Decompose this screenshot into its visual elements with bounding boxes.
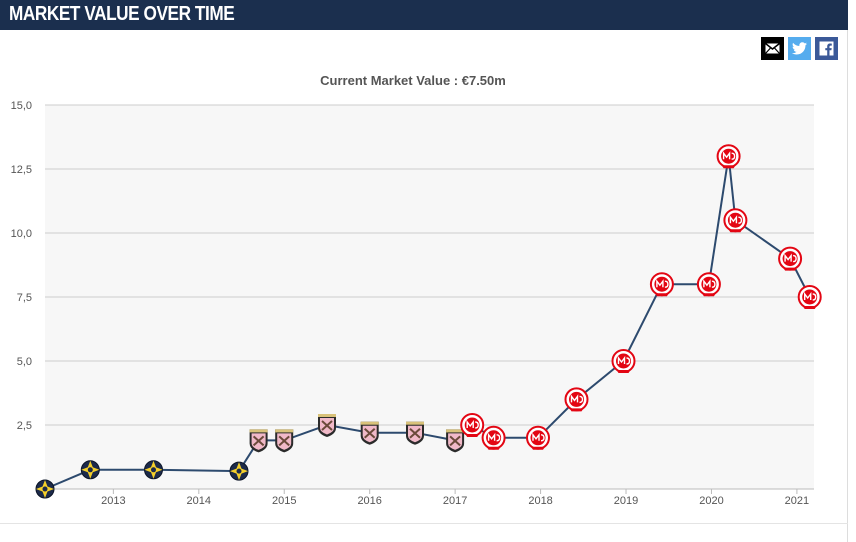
y-tick-label: 12,5 bbox=[11, 164, 32, 176]
y-tick-label: 10,0 bbox=[11, 228, 32, 240]
data-point-aik-crest[interactable] bbox=[144, 460, 163, 480]
y-tick-label: 2,5 bbox=[17, 420, 32, 432]
data-point-mainz-crest[interactable] bbox=[564, 387, 589, 412]
data-point-mainz-crest[interactable] bbox=[481, 425, 506, 450]
data-point-aik-crest[interactable] bbox=[80, 460, 100, 480]
y-tick-label: 7,5 bbox=[17, 292, 32, 304]
y-tick-label: 15,0 bbox=[11, 100, 32, 112]
mail-icon bbox=[765, 43, 780, 54]
x-tick-label: 2017 bbox=[443, 495, 467, 507]
x-tick-label: 2015 bbox=[272, 495, 296, 507]
data-point-palermo-crest[interactable] bbox=[318, 414, 336, 437]
footer-divider bbox=[0, 523, 848, 524]
x-tick-label: 2016 bbox=[357, 495, 381, 507]
data-point-mainz-crest[interactable] bbox=[797, 285, 822, 309]
x-tick-label: 2013 bbox=[101, 495, 125, 507]
chart-title: Current Market Value : €7.50m bbox=[320, 73, 506, 88]
data-point-palermo-crest[interactable] bbox=[360, 421, 379, 445]
data-point-mainz-crest[interactable] bbox=[649, 272, 674, 297]
data-point-aik-crest[interactable] bbox=[35, 479, 55, 499]
data-point-palermo-crest[interactable] bbox=[406, 421, 424, 445]
data-point-mainz-crest[interactable] bbox=[778, 246, 803, 271]
panel-border bbox=[847, 30, 848, 542]
x-tick-label: 2019 bbox=[614, 495, 638, 507]
data-point-mainz-crest[interactable] bbox=[611, 349, 636, 373]
x-tick-label: 2014 bbox=[187, 495, 211, 507]
data-point-mainz-crest[interactable] bbox=[696, 272, 721, 297]
section-title: MARKET VALUE OVER TIME bbox=[9, 3, 235, 25]
share-facebook-button[interactable] bbox=[815, 37, 838, 60]
data-point-palermo-crest[interactable] bbox=[275, 429, 294, 453]
data-point-palermo-crest[interactable] bbox=[446, 429, 465, 453]
x-tick-label: 2018 bbox=[528, 495, 552, 507]
data-point-mainz-crest[interactable] bbox=[723, 208, 748, 233]
data-point-palermo-crest[interactable] bbox=[249, 429, 268, 453]
facebook-icon bbox=[819, 41, 834, 56]
x-tick-label: 2020 bbox=[699, 495, 723, 507]
section-header: MARKET VALUE OVER TIME bbox=[0, 0, 848, 30]
data-point-mainz-crest[interactable] bbox=[526, 425, 550, 450]
share-email-button[interactable] bbox=[761, 37, 784, 60]
y-tick-label: 5,0 bbox=[17, 356, 32, 368]
data-point-mainz-crest[interactable] bbox=[716, 144, 741, 169]
data-point-mainz-crest[interactable] bbox=[460, 413, 485, 437]
x-tick-label: 2021 bbox=[785, 495, 809, 507]
share-twitter-button[interactable] bbox=[788, 37, 811, 60]
data-point-aik-crest[interactable] bbox=[229, 461, 249, 481]
twitter-icon bbox=[792, 42, 807, 55]
